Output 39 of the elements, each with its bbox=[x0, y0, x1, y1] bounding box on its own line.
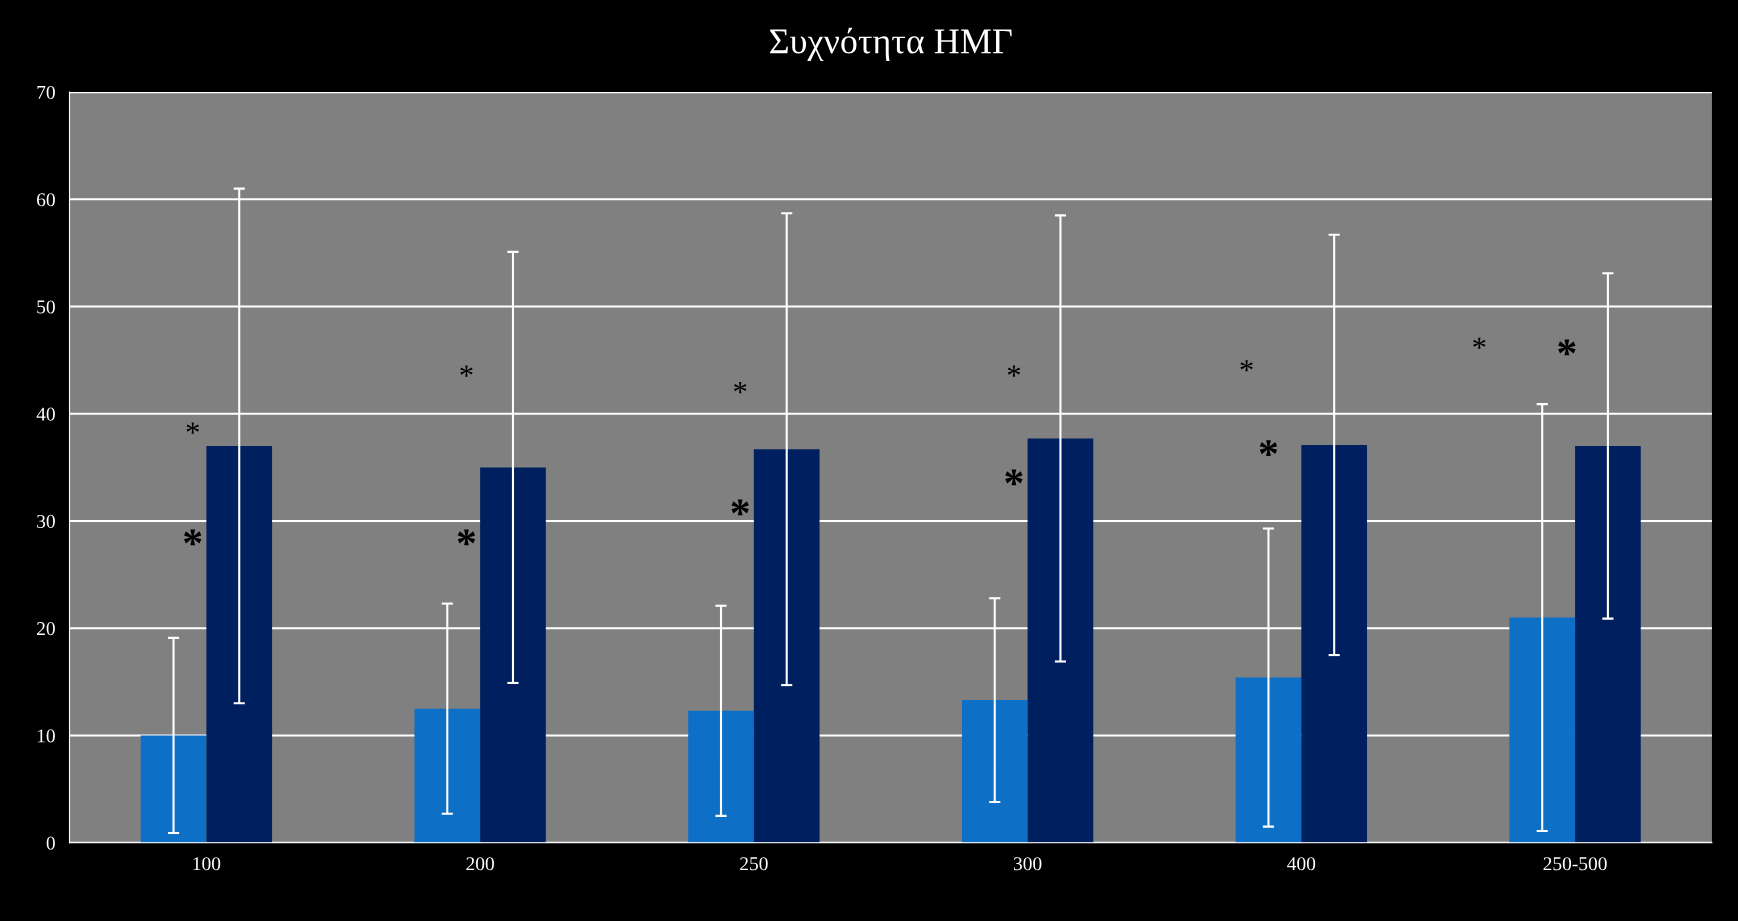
y-tick-label: 40 bbox=[36, 407, 55, 421]
annotation: * bbox=[457, 529, 476, 546]
x-tick-label: 400 bbox=[1287, 857, 1316, 871]
annotation: * bbox=[184, 529, 202, 546]
bar bbox=[1027, 438, 1094, 843]
y-tick-label: 70 bbox=[37, 85, 55, 100]
bar bbox=[1575, 445, 1641, 843]
y-tick-label: 0 bbox=[46, 836, 55, 850]
annotation: * bbox=[1259, 440, 1278, 456]
annotation: * bbox=[731, 499, 749, 516]
annotation: * bbox=[1240, 360, 1253, 372]
x-tick-label: 200 bbox=[466, 857, 494, 871]
y-tick-label: 60 bbox=[37, 193, 55, 207]
bar bbox=[1235, 677, 1302, 843]
x-tick-label: 100 bbox=[193, 857, 221, 871]
bar bbox=[140, 735, 207, 843]
bar bbox=[480, 467, 546, 843]
y-tick-label: 20 bbox=[37, 622, 55, 636]
bar bbox=[1509, 617, 1576, 843]
bar bbox=[206, 445, 273, 843]
annotation: * bbox=[1007, 365, 1021, 377]
bar bbox=[961, 700, 1028, 843]
annotation: * bbox=[1473, 337, 1486, 349]
x-tick-label: 300 bbox=[1013, 857, 1042, 871]
bar bbox=[414, 708, 481, 843]
x-tick-label: 250-500 bbox=[1543, 857, 1607, 871]
annotation: * bbox=[186, 422, 199, 434]
annotation: * bbox=[734, 381, 747, 394]
x-tick-label: 250 bbox=[740, 857, 768, 871]
bar bbox=[1301, 444, 1368, 843]
y-tick-label: 10 bbox=[37, 729, 55, 743]
y-tick-label: 50 bbox=[37, 300, 55, 314]
annotation: * bbox=[1558, 339, 1576, 356]
chart-title: Συχνότητα ΗΜΓ bbox=[770, 27, 1012, 61]
annotation: * bbox=[1005, 469, 1023, 486]
bar bbox=[753, 449, 820, 843]
y-tick-label: 30 bbox=[37, 514, 55, 528]
bar bbox=[688, 710, 754, 843]
annotation: * bbox=[460, 365, 473, 377]
